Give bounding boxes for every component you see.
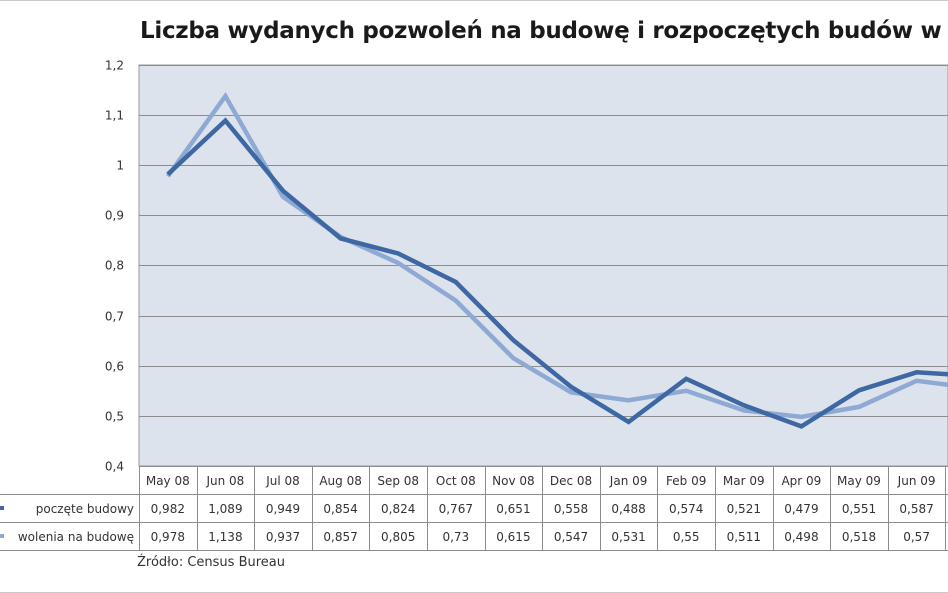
series-name-label: poczęte budowy xyxy=(36,502,134,516)
data-label: 1,138 xyxy=(208,530,242,544)
data-label: 0,73 xyxy=(442,530,469,544)
x-tick-label: Jul 08 xyxy=(265,474,300,488)
data-label: 0,982 xyxy=(151,502,185,516)
data-label: 0,531 xyxy=(611,530,645,544)
data-label: 0,511 xyxy=(727,530,761,544)
y-tick-label: 0,6 xyxy=(105,360,124,374)
series-line xyxy=(166,117,948,429)
data-label: 0,574 xyxy=(669,502,703,516)
data-label: 0,615 xyxy=(496,530,530,544)
x-tick-label: Sep 08 xyxy=(377,474,419,488)
y-tick-label: 0,4 xyxy=(105,460,124,474)
y-tick-label: 1 xyxy=(116,159,124,173)
x-tick-label: Dec 08 xyxy=(550,474,592,488)
y-tick-label: 0,5 xyxy=(105,410,124,424)
x-tick-label: Aug 08 xyxy=(319,474,362,488)
series-line xyxy=(165,91,948,420)
x-tick-label: Jun 08 xyxy=(205,474,244,488)
data-label: 0,547 xyxy=(554,530,588,544)
x-tick-label: Oct 08 xyxy=(436,474,476,488)
x-tick-label: Jun 09 xyxy=(897,474,936,488)
data-label: 0,55 xyxy=(673,530,700,544)
data-label: 0,551 xyxy=(842,502,876,516)
data-label: 0,854 xyxy=(323,502,357,516)
data-table-grid xyxy=(0,466,948,551)
y-tick-label: 1,1 xyxy=(105,109,124,123)
x-tick-label: May 08 xyxy=(146,474,190,488)
data-label: 0,937 xyxy=(266,530,300,544)
x-tick-label: Jan 09 xyxy=(609,474,648,488)
data-label: 0,805 xyxy=(381,530,415,544)
data-label: 0,498 xyxy=(784,530,818,544)
data-label: 0,949 xyxy=(266,502,300,516)
chart-title: Liczba wydanych pozwoleń na budowę i roz… xyxy=(140,18,942,44)
data-label: 0,479 xyxy=(784,502,818,516)
x-tick-label: Apr 09 xyxy=(781,474,821,488)
x-tick-label: May 09 xyxy=(837,474,881,488)
data-label: 0,558 xyxy=(554,502,588,516)
y-tick-label: 1,2 xyxy=(105,59,124,73)
y-tick-label: 0,8 xyxy=(105,259,124,273)
source-note: Źródło: Census Bureau xyxy=(137,555,285,570)
data-label: 0,521 xyxy=(727,502,761,516)
series-name-label: wolenia na budowę xyxy=(18,530,134,544)
data-label: 0,824 xyxy=(381,502,415,516)
x-tick-label: Feb 09 xyxy=(666,474,706,488)
data-label: 0,651 xyxy=(496,502,530,516)
data-label: 1,089 xyxy=(208,502,242,516)
x-tick-label: Nov 08 xyxy=(492,474,535,488)
data-label: 0,57 xyxy=(903,530,930,544)
data-label: 0,767 xyxy=(439,502,473,516)
x-tick-label: Mar 09 xyxy=(723,474,765,488)
data-label: 0,488 xyxy=(611,502,645,516)
data-label: 0,857 xyxy=(323,530,357,544)
data-label: 0,518 xyxy=(842,530,876,544)
data-label: 0,587 xyxy=(899,502,933,516)
y-tick-label: 0,9 xyxy=(105,209,124,223)
y-tick-label: 0,7 xyxy=(105,310,124,324)
data-label: 0,978 xyxy=(151,530,185,544)
